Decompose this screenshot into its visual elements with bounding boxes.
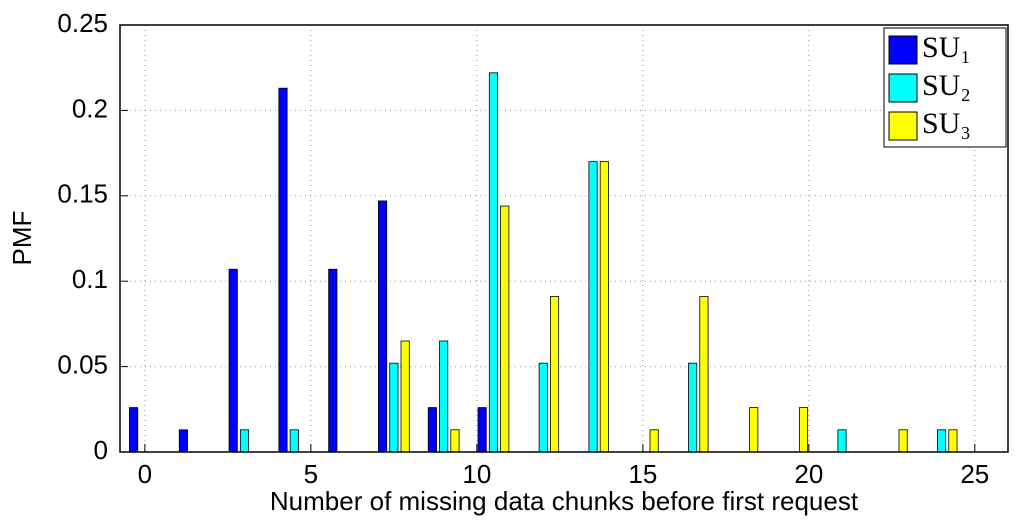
bar <box>239 429 250 453</box>
bar <box>599 161 609 453</box>
bar <box>798 407 809 453</box>
y-tick-label: 0.15 <box>57 179 108 209</box>
y-tick-label: 0 <box>94 435 108 465</box>
y-tick-label: 0.1 <box>72 264 108 294</box>
y-tick-label: 0.2 <box>72 93 108 123</box>
x-tick-label: 0 <box>138 459 152 489</box>
bar <box>898 429 908 453</box>
bar <box>389 362 399 453</box>
bar <box>439 340 449 453</box>
y-tick-label: 0.05 <box>57 349 108 379</box>
legend-swatch <box>888 73 918 103</box>
legend-swatch <box>888 111 918 141</box>
plot-area <box>120 25 1008 452</box>
legend-label: SU₂ <box>922 69 971 102</box>
bar <box>549 296 560 453</box>
bar <box>649 429 659 453</box>
bar <box>400 340 410 453</box>
x-tick-label: 15 <box>628 459 657 489</box>
bar <box>500 205 510 453</box>
y-axis-label: PMF <box>7 211 37 266</box>
x-axis-label: Number of missing data chunks before fir… <box>270 486 859 516</box>
x-tick-label: 25 <box>960 459 989 489</box>
axes-box <box>119 24 1009 453</box>
bar <box>699 296 709 453</box>
bar <box>588 161 598 453</box>
bar <box>228 268 238 453</box>
bar <box>278 87 288 453</box>
bar <box>488 72 499 453</box>
legend-swatch <box>888 35 918 65</box>
bar <box>837 429 847 453</box>
bar <box>289 429 299 453</box>
bar <box>450 429 460 453</box>
x-tick-label: 5 <box>304 459 318 489</box>
bar <box>688 362 698 453</box>
bar <box>427 407 437 453</box>
bar <box>477 407 487 453</box>
bar <box>129 407 139 453</box>
bar <box>378 200 388 453</box>
bar <box>937 429 947 453</box>
bar <box>749 407 759 453</box>
x-tick-label: 10 <box>462 459 491 489</box>
bar <box>948 429 958 453</box>
x-tick-label: 20 <box>794 459 823 489</box>
bar <box>328 268 338 453</box>
bar <box>538 362 548 453</box>
bar <box>178 429 188 453</box>
y-tick-label: 0.25 <box>57 8 108 38</box>
legend-label: SU₁ <box>922 31 971 64</box>
legend-label: SU₃ <box>922 107 971 140</box>
